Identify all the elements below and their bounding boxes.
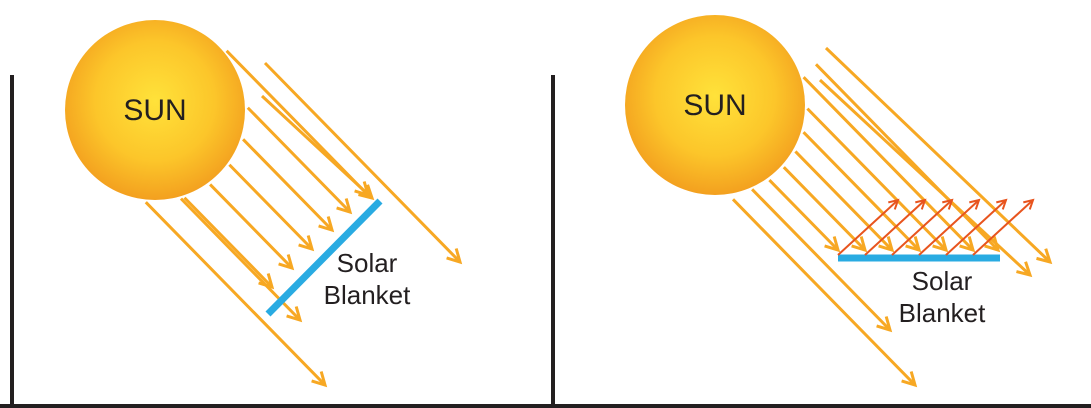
ray [144,201,327,387]
ray [794,150,894,252]
arrow-head [959,236,976,253]
ray [864,199,926,256]
blanket-label: Solar [912,266,973,296]
arrow-head [446,248,463,265]
rays [144,46,1053,388]
ray [263,61,462,264]
arrow-head [876,316,893,333]
ray [837,199,899,256]
arrow-head [1036,248,1053,265]
arrow-head [824,236,841,253]
sun [65,20,245,200]
ray [945,199,1007,256]
sun-label: SUN [683,89,746,122]
ray [768,178,840,252]
reflections [837,198,1035,256]
ray [260,94,374,200]
solar-blanket [265,198,383,317]
ray [209,183,294,270]
arrow-head [298,235,315,252]
ray [782,166,867,252]
ray [972,199,1034,256]
arrow-head [905,236,922,253]
arrow-head [286,306,303,323]
arrow-head [932,236,949,253]
arrow-head [1023,198,1035,210]
ray [751,188,892,332]
arrow-head [915,198,927,210]
ray [246,106,352,214]
sun-label: SUN [123,94,186,127]
arrow-head [878,236,895,253]
ray [814,63,1000,252]
arrow-head [888,198,900,210]
arrow-head [901,371,918,388]
sun [625,15,805,195]
arrow-head [969,198,981,210]
arrow-head [278,254,295,271]
ray [802,76,975,252]
blanket-label: Blanket [899,298,986,328]
arrow-head [1016,261,1033,278]
arrow-head [336,198,353,215]
arrow-head [942,198,954,210]
ray [824,46,1052,264]
ray [818,78,1032,277]
ray [802,131,921,252]
ray [731,198,917,387]
arrow-head [311,371,328,388]
ray [183,196,274,289]
arrow-head [851,236,868,253]
blanket-label: Solar [337,248,398,278]
arrow-head [318,216,335,233]
ray [228,163,314,251]
ray [891,199,953,256]
ray [242,138,334,232]
arrow-head [358,184,375,201]
arrow-head [996,198,1008,210]
ray [918,199,980,256]
blanket-label: Blanket [324,280,411,310]
